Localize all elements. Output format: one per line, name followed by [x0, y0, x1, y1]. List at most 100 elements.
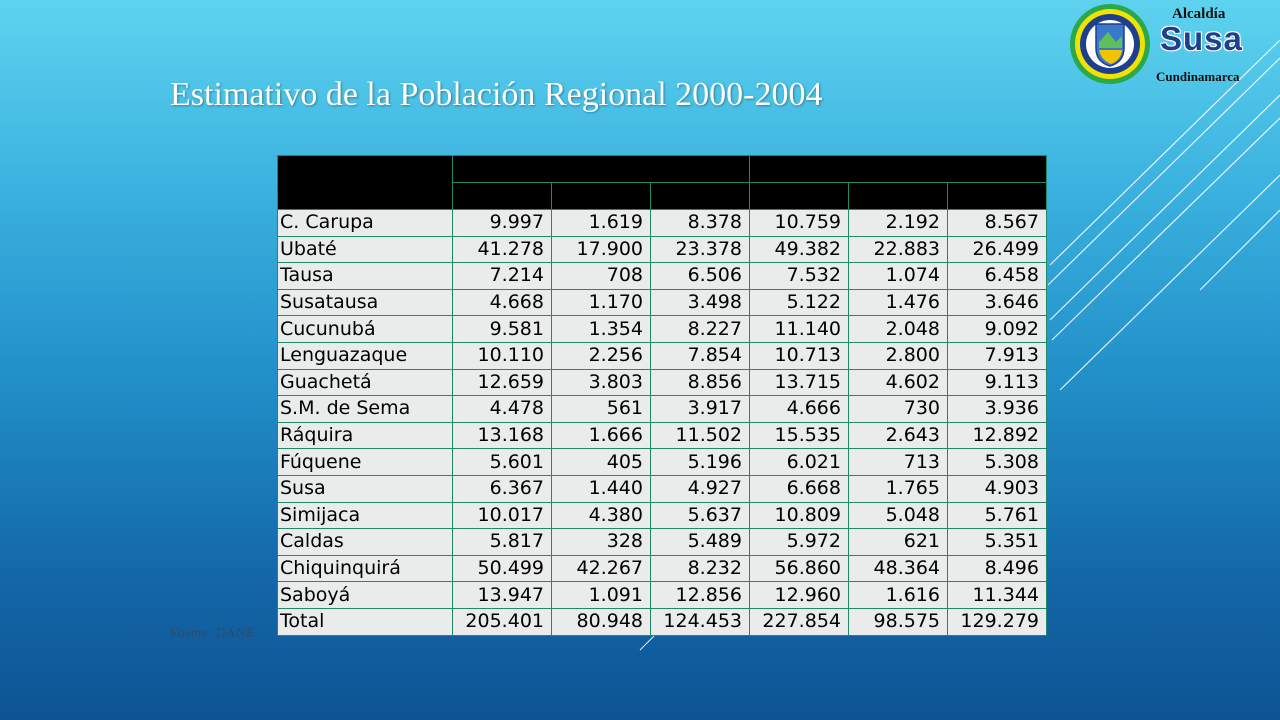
- population-value-cell: 4.380: [551, 501, 651, 530]
- population-value-cell: 4.927: [650, 474, 750, 503]
- population-value-cell: 13.947: [452, 581, 552, 609]
- population-value-cell: 328: [551, 528, 651, 556]
- population-value-cell: 6.506: [650, 262, 750, 290]
- table-row: Caldas 5.817 328 5.489 5.972 621 5.351: [277, 528, 1047, 556]
- population-value-cell: 730: [848, 395, 948, 423]
- population-value-cell: 5.122: [749, 288, 849, 317]
- population-value-cell: 205.401: [452, 607, 552, 636]
- population-value-cell: 22.883: [848, 235, 948, 264]
- population-value-cell: 4.602: [848, 368, 948, 397]
- population-value-cell: 1.476: [848, 288, 948, 317]
- table-row: Susa 6.367 1.440 4.927 6.668 1.765 4.903: [277, 474, 1047, 503]
- table-row: Lenguazaque 10.110 2.256 7.854 10.713 2.800 7.…: [277, 341, 1047, 370]
- table-row: Simijaca 10.017 4.380 5.637 10.809 5.048 5.761: [277, 501, 1047, 530]
- header-sub-cell: [947, 182, 1047, 210]
- population-value-cell: 8.232: [650, 554, 750, 583]
- population-table: C. Carupa 9.997 1.619 8.378 10.759 2.192 8.567…: [277, 155, 1047, 636]
- population-value-cell: 11.140: [749, 315, 849, 343]
- population-value-cell: 48.364: [848, 554, 948, 583]
- population-value-cell: 3.917: [650, 395, 750, 423]
- population-value-cell: 4.903: [947, 474, 1047, 503]
- population-value-cell: 1.616: [848, 581, 948, 609]
- population-value-cell: 1.170: [551, 288, 651, 317]
- population-value-cell: 1.765: [848, 474, 948, 503]
- population-value-cell: 6.668: [749, 474, 849, 503]
- header-sub-cell: [650, 182, 750, 210]
- municipality-name: Guachetá: [277, 368, 453, 397]
- table-body: C. Carupa 9.997 1.619 8.378 10.759 2.192 8.567…: [277, 209, 1047, 636]
- municipality-name: Ráquira: [277, 421, 453, 450]
- table-row: C. Carupa 9.997 1.619 8.378 10.759 2.192 8.567: [277, 209, 1047, 237]
- population-value-cell: 5.817: [452, 528, 552, 556]
- municipality-name: Cucunubá: [277, 315, 453, 343]
- table-row: Fúquene 5.601 405 5.196 6.021 713 5.308: [277, 448, 1047, 476]
- population-value-cell: 10.713: [749, 341, 849, 370]
- population-value-cell: 17.900: [551, 235, 651, 264]
- population-value-cell: 3.646: [947, 288, 1047, 317]
- population-value-cell: 8.227: [650, 315, 750, 343]
- header-sub-cell: [452, 182, 552, 210]
- municipality-name: Fúquene: [277, 448, 453, 476]
- population-value-cell: 5.308: [947, 448, 1047, 476]
- population-value-cell: 1.619: [551, 209, 651, 237]
- population-value-cell: 9.997: [452, 209, 552, 237]
- population-value-cell: 13.168: [452, 421, 552, 450]
- header-group-2: [749, 155, 1047, 183]
- table-row: Ráquira 13.168 1.666 11.502 15.535 2.643 12.89…: [277, 421, 1047, 450]
- population-value-cell: 5.196: [650, 448, 750, 476]
- population-value-cell: 8.496: [947, 554, 1047, 583]
- population-value-cell: 10.759: [749, 209, 849, 237]
- population-value-cell: 26.499: [947, 235, 1047, 264]
- header-blank-corner: [277, 155, 453, 210]
- population-value-cell: 56.860: [749, 554, 849, 583]
- population-value-cell: 6.021: [749, 448, 849, 476]
- population-value-cell: 6.458: [947, 262, 1047, 290]
- population-value-cell: 1.666: [551, 421, 651, 450]
- population-value-cell: 7.532: [749, 262, 849, 290]
- population-value-cell: 10.017: [452, 501, 552, 530]
- municipality-name: Ubaté: [277, 235, 453, 264]
- table-header-row-1: [277, 155, 1047, 210]
- table-total-row: Total 205.401 80.948 124.453 227.854 98.575 12…: [277, 607, 1047, 636]
- logo-susa-text: Susa: [1160, 20, 1243, 57]
- population-value-cell: 12.856: [650, 581, 750, 609]
- population-value-cell: 7.913: [947, 341, 1047, 370]
- source-note: Fuente: DANE: [170, 626, 255, 641]
- population-value-cell: 1.354: [551, 315, 651, 343]
- logo-cundinamarca-text: Cundinamarca: [1156, 69, 1240, 84]
- population-value-cell: 6.367: [452, 474, 552, 503]
- municipality-name: Chiquinquirá: [277, 554, 453, 583]
- municipality-name: Total: [277, 607, 453, 636]
- slide-title: Estimativo de la Población Regional 2000…: [170, 76, 823, 113]
- population-value-cell: 41.278: [452, 235, 552, 264]
- population-value-cell: 23.378: [650, 235, 750, 264]
- population-value-cell: 12.659: [452, 368, 552, 397]
- population-value-cell: 129.279: [947, 607, 1047, 636]
- population-value-cell: 3.936: [947, 395, 1047, 423]
- population-value-cell: 98.575: [848, 607, 948, 636]
- population-value-cell: 9.113: [947, 368, 1047, 397]
- population-value-cell: 5.761: [947, 501, 1047, 530]
- municipality-name: Simijaca: [277, 501, 453, 530]
- municipality-name: Caldas: [277, 528, 453, 556]
- municipality-name: S.M. de Sema: [277, 395, 453, 423]
- population-value-cell: 5.637: [650, 501, 750, 530]
- population-value-cell: 1.091: [551, 581, 651, 609]
- header-sub-cell: [848, 182, 948, 210]
- municipality-name: Saboyá: [277, 581, 453, 609]
- population-value-cell: 2.643: [848, 421, 948, 450]
- population-value-cell: 621: [848, 528, 948, 556]
- population-value-cell: 5.048: [848, 501, 948, 530]
- table-row: Cucunubá 9.581 1.354 8.227 11.140 2.048 9.092: [277, 315, 1047, 343]
- population-value-cell: 49.382: [749, 235, 849, 264]
- population-value-cell: 561: [551, 395, 651, 423]
- population-value-cell: 227.854: [749, 607, 849, 636]
- table-header-row-2: [278, 182, 1047, 210]
- header-sub-cell: [551, 182, 651, 210]
- population-value-cell: 124.453: [650, 607, 750, 636]
- population-value-cell: 8.567: [947, 209, 1047, 237]
- population-value-cell: 50.499: [452, 554, 552, 583]
- population-value-cell: 7.214: [452, 262, 552, 290]
- header-sub-cell: [749, 182, 849, 210]
- population-value-cell: 10.110: [452, 341, 552, 370]
